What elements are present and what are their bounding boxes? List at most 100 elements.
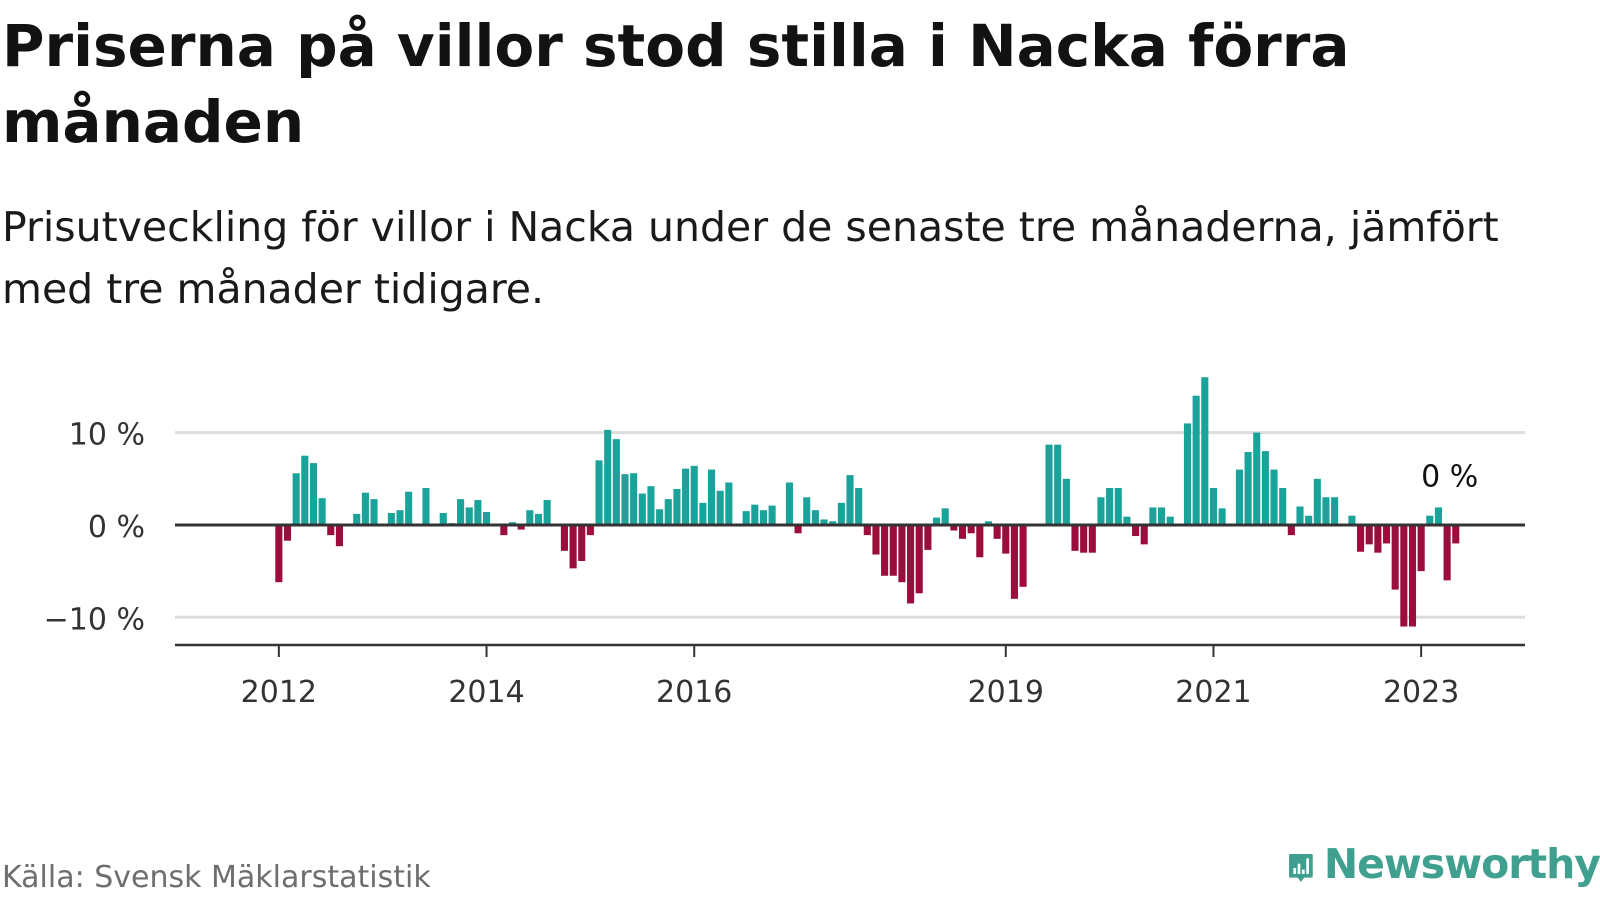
bar (1054, 444, 1062, 525)
chart-title: Priserna på villor stod stilla i Nacka f… (2, 12, 1350, 156)
bar (1235, 469, 1243, 525)
bar (1348, 515, 1356, 525)
bar (578, 524, 586, 561)
bar (1452, 524, 1460, 544)
bar (768, 505, 776, 525)
y-tick-label: 10 % (69, 418, 145, 453)
source-note: Källa: Svensk Mäklarstatistik (2, 860, 431, 895)
bar (309, 463, 318, 525)
newsworthy-logo[interactable]: Newsworthy (1288, 840, 1600, 900)
bar (725, 482, 733, 525)
bar (621, 474, 629, 525)
bar (1365, 524, 1373, 545)
x-tick-label: 2016 (656, 675, 732, 710)
bar (1357, 524, 1365, 552)
bar (976, 524, 984, 558)
bar (1382, 524, 1391, 544)
bar (1002, 524, 1010, 554)
bar (1408, 524, 1417, 627)
bar (707, 469, 716, 525)
bar (327, 524, 335, 536)
bar (846, 475, 854, 525)
bar (1062, 478, 1070, 525)
x-tick-label: 2023 (1383, 675, 1459, 710)
bar (1114, 488, 1122, 525)
bar (1045, 444, 1053, 525)
bar (543, 500, 551, 525)
bar (820, 519, 828, 525)
bar (924, 524, 932, 550)
bar (1313, 478, 1321, 525)
bar (984, 521, 993, 525)
newsworthy-chart-icon (1289, 854, 1313, 882)
bar (1305, 515, 1313, 525)
bar (855, 488, 863, 525)
bar (1140, 524, 1148, 545)
bar (1426, 515, 1434, 525)
bar (1244, 452, 1252, 525)
bar (586, 524, 594, 536)
bar (638, 493, 646, 525)
bar (1417, 524, 1425, 572)
bar (1010, 524, 1018, 599)
bar (1088, 524, 1096, 553)
bar (612, 439, 620, 525)
bar (1400, 524, 1408, 627)
bar (1183, 423, 1192, 525)
bar (1149, 507, 1157, 525)
bar (898, 524, 906, 583)
bar (759, 510, 768, 525)
bar (396, 510, 404, 525)
bar (1097, 497, 1105, 525)
bar (664, 499, 672, 525)
bar (881, 524, 889, 576)
brand-name: Newsworthy (1323, 840, 1600, 888)
bar (1322, 497, 1330, 525)
bar (275, 524, 283, 583)
bar (1279, 488, 1287, 525)
x-tick-label: 2014 (448, 675, 524, 710)
bar (1443, 524, 1451, 581)
bar (405, 491, 413, 525)
bar (1331, 497, 1339, 525)
axes (175, 523, 1525, 657)
bar (682, 468, 690, 525)
bar (993, 524, 1001, 539)
bar (958, 524, 967, 539)
bar (1132, 524, 1140, 537)
bar (361, 492, 369, 525)
y-tick-label: −10 % (44, 602, 145, 637)
bar (422, 488, 430, 525)
bar (915, 524, 923, 594)
bar (335, 524, 343, 547)
bar (673, 488, 681, 525)
bar (1270, 469, 1278, 525)
bar (595, 460, 603, 525)
bar (1192, 395, 1200, 525)
bar (837, 502, 845, 525)
bar (690, 465, 698, 525)
bar (656, 509, 664, 525)
bar (811, 510, 819, 525)
bar (534, 513, 543, 525)
gridlines (175, 431, 1525, 619)
bar (569, 524, 577, 569)
bar (1287, 524, 1295, 536)
bar (457, 499, 465, 525)
bar (941, 508, 949, 525)
bar (370, 499, 378, 525)
bar (560, 524, 568, 551)
bar (950, 524, 958, 531)
y-tick-label: 0 % (88, 510, 145, 545)
bar (1253, 432, 1261, 525)
bar (742, 511, 750, 525)
bar (967, 524, 975, 534)
bar (932, 517, 941, 525)
bar (301, 455, 309, 525)
bar (1391, 524, 1399, 590)
bar (292, 473, 300, 525)
bar (1209, 488, 1218, 525)
bar (517, 524, 525, 530)
bar (1296, 506, 1304, 525)
bar (1106, 488, 1114, 525)
